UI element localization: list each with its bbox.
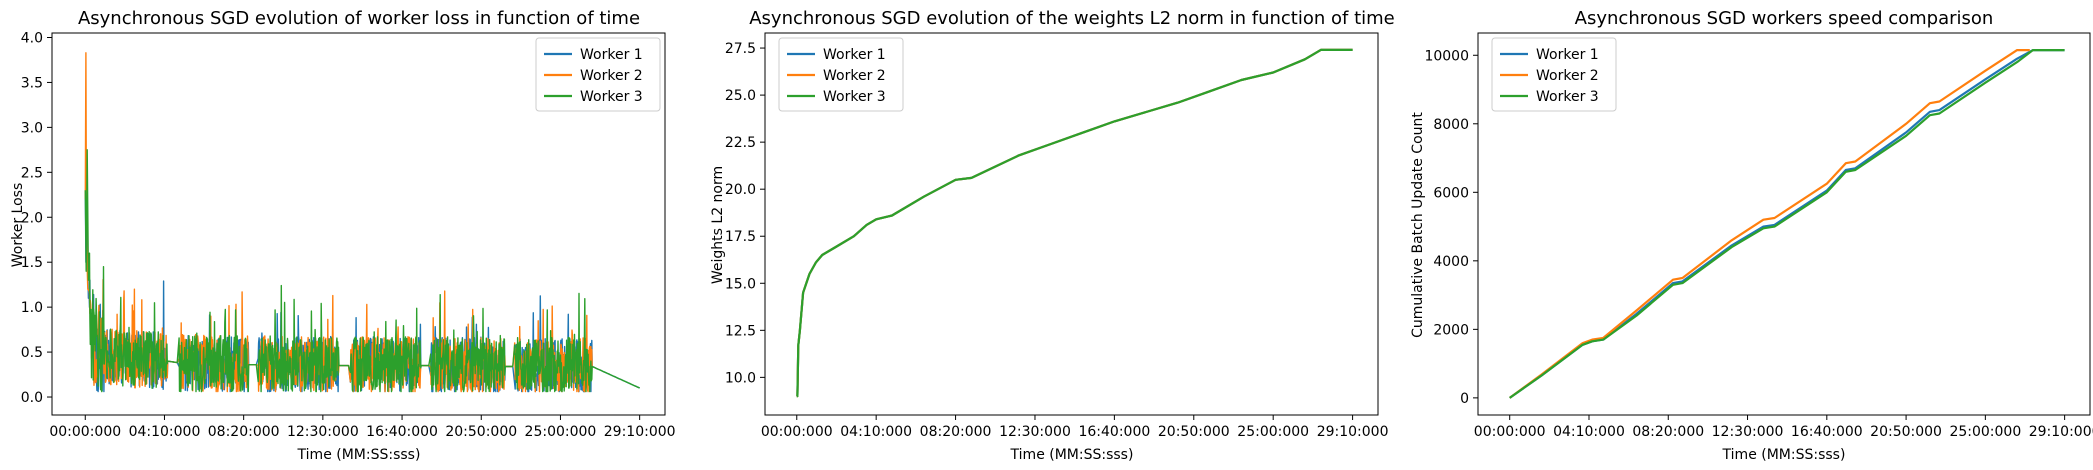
y-tick-label: 20.0 [725,182,756,198]
y-tick-label: 22.5 [725,135,756,151]
x-tick-label: 20:50:000 [445,424,517,440]
plot-frame [1477,32,2091,416]
y-tick-label: 6000 [1433,185,1469,201]
x-tick-label: 25:00:000 [1237,424,1309,440]
x-axis-label: Time (MM:SS:sss) [1010,447,1134,463]
worker-loss-chart: Asynchronous SGD evolution of worker los… [10,8,676,463]
x-tick-label: 04:10:000 [129,424,201,440]
x-axis-label: Time (MM:SS:sss) [297,447,421,463]
x-axis-label: Time (MM:SS:sss) [1722,447,1846,463]
legend-label-worker-2: Worker 2 [823,68,886,84]
series-line-worker-3 [84,149,640,393]
chart-title: Asynchronous SGD workers speed compariso… [1575,8,1994,29]
chart-title: Asynchronous SGD evolution of worker los… [78,8,640,29]
legend: Worker 1 Worker 2 Worker 3 [1491,37,1617,112]
x-tick-label: 16:40:000 [1791,424,1863,440]
series-line-worker-2 [1509,49,2030,399]
y-axis-label: Worker Loss [10,183,26,267]
legend-label-worker-3: Worker 3 [823,89,886,105]
series-group [84,52,640,393]
x-tick-label: 12:30:000 [1712,424,1784,440]
series-group [1509,49,2065,399]
legend-label-worker-1: Worker 1 [823,47,886,63]
legend-label-worker-3: Worker 3 [1536,89,1599,105]
y-tick-label: 27.5 [725,41,756,57]
legend: Worker 1 Worker 2 Worker 3 [535,37,661,112]
x-tick-label: 00:00:000 [49,424,121,440]
x-tick-label: 00:00:000 [761,424,833,440]
series-group [796,48,1353,398]
x-tick-label: 08:20:000 [1632,424,1704,440]
x-tick-label: 12:30:000 [999,424,1071,440]
x-tick-label: 29:10:000 [2029,424,2093,440]
y-tick-label: 1.0 [21,300,43,316]
plot-frame [764,32,1379,416]
y-axis-label: Cumulative Batch Update Count [1410,112,1426,338]
y-tick-label: 2.0 [21,210,43,226]
plot-frame [51,32,666,416]
x-tick-label: 04:10:000 [840,424,912,440]
x-tick-label: 12:30:000 [287,424,359,440]
y-tick-label: 12.5 [725,323,756,339]
series-line-worker-3 [796,48,1353,398]
legend-label-worker-1: Worker 1 [1536,47,1599,63]
legend: Worker 1 Worker 2 Worker 3 [778,37,904,112]
x-tick-label: 20:50:000 [1870,424,1942,440]
weights-l2-norm-chart: Asynchronous SGD evolution of the weight… [710,8,1395,463]
y-tick-label: 1.5 [21,255,43,271]
x-tick-label: 00:00:000 [1474,424,1546,440]
y-tick-label: 0.5 [21,345,43,361]
y-tick-label: 3.0 [21,120,43,136]
y-tick-label: 4000 [1433,254,1469,270]
y-tick-label: 2000 [1433,322,1469,338]
series-line-worker-3 [1509,49,2065,399]
y-tick-label: 0.0 [21,390,43,406]
legend-label-worker-3: Worker 3 [580,89,643,105]
y-tick-label: 3.5 [21,75,43,91]
y-tick-label: 10.0 [725,370,756,386]
x-tick-label: 08:20:000 [920,424,992,440]
x-tick-label: 16:40:000 [366,424,438,440]
y-tick-label: 4.0 [21,30,43,46]
x-tick-label: 16:40:000 [1078,424,1150,440]
y-tick-label: 15.0 [725,276,756,292]
x-tick-label: 08:20:000 [208,424,280,440]
legend-label-worker-2: Worker 2 [1536,68,1599,84]
y-tick-label: 25.0 [725,88,756,104]
x-tick-label: 25:00:000 [525,424,597,440]
x-tick-label: 04:10:000 [1553,424,1625,440]
y-tick-label: 17.5 [725,229,756,245]
x-tick-label: 20:50:000 [1158,424,1230,440]
chart-title: Asynchronous SGD evolution of the weight… [749,8,1395,29]
y-tick-label: 8000 [1433,117,1469,133]
legend-label-worker-2: Worker 2 [580,68,643,84]
legend-label-worker-1: Worker 1 [580,47,643,63]
workers-speed-chart: Asynchronous SGD workers speed compariso… [1410,8,2093,463]
x-tick-label: 29:10:000 [1317,424,1389,440]
x-tick-label: 29:10:000 [604,424,676,440]
y-axis-label: Weights L2 norm [710,166,726,284]
y-tick-label: 2.5 [21,165,43,181]
y-tick-label: 10000 [1424,48,1469,64]
x-tick-label: 25:00:000 [1949,424,2021,440]
y-tick-label: 0 [1460,391,1469,407]
